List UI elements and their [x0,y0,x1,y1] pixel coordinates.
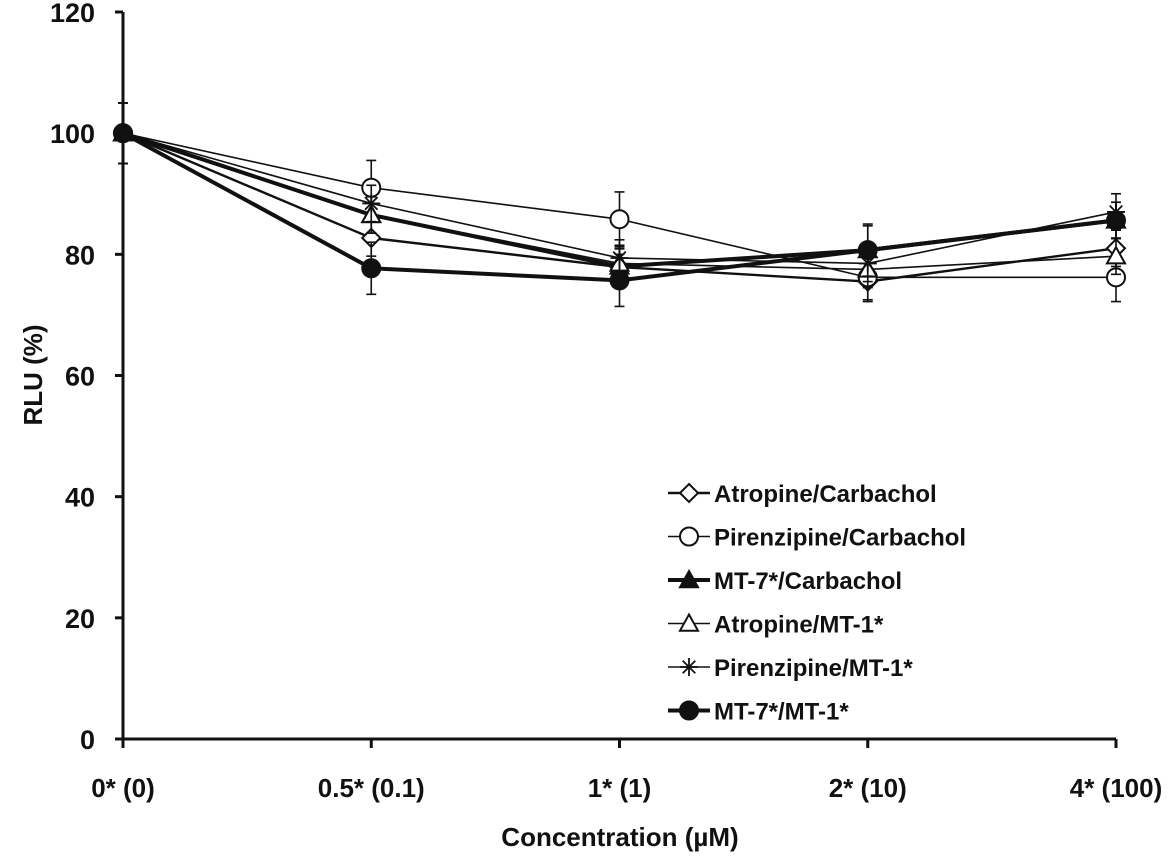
legend-marker [679,700,699,721]
y-axis-label: RLU (%) [18,324,48,425]
data-point [362,194,381,213]
data-point [1106,210,1126,231]
axes: 0 20 40 60 80 100 120 0* (0) 0.5* (0.1) 1* (1) 2* … [50,0,1162,803]
series-mt-7-mt-1- [113,102,1126,308]
legend-item: Pirenzipine/MT-1* [668,655,913,682]
legend-label: Atropine/Carbachol [714,481,937,508]
data-point [113,123,133,144]
data-point [857,240,878,261]
series-group [112,102,1127,308]
legend-label: Pirenzipine/MT-1* [714,655,913,682]
data-point [361,258,382,279]
y-tick-label: 40 [65,483,95,513]
legend-label: MT-7*/MT-1* [714,699,849,726]
x-tick-label: 4* (100) [1070,773,1163,803]
legend-item: Atropine/Carbachol [668,481,937,508]
y-tick-label: 120 [50,0,95,28]
legend-label: MT-7*/Carbachol [714,568,902,595]
legend-marker [679,526,699,547]
x-axis-label: Concentration (µM) [501,822,738,852]
legend-marker [680,658,698,676]
x-tick-label: 0* (0) [91,773,155,803]
x-tick-label: 2* (10) [829,773,907,803]
legend-item: MT-7*/Carbachol [668,568,902,595]
legend-item: MT-7*/MT-1* [668,699,849,726]
legend-marker [678,568,700,589]
x-tick-label: 1* (1) [588,773,652,803]
legend-label: Atropine/MT-1* [714,612,884,639]
legend: Atropine/Carbachol Pirenzipine/Carbachol M… [668,481,966,726]
y-tick-label: 0 [80,725,95,755]
data-point [609,270,630,291]
data-point [1105,245,1127,265]
x-tick-label: 0.5* (0.1) [318,773,425,803]
legend-item: Atropine/MT-1* [668,612,884,639]
legend-item: Pirenzipine/Carbachol [668,525,966,552]
y-tick-label: 80 [65,240,95,270]
data-point [609,209,630,230]
legend-marker [678,482,700,504]
y-tick-label: 60 [65,362,95,392]
legend-label: Pirenzipine/Carbachol [714,525,966,552]
y-tick-label: 20 [65,604,95,634]
legend-marker [678,612,700,632]
y-tick-label: 100 [50,119,95,149]
